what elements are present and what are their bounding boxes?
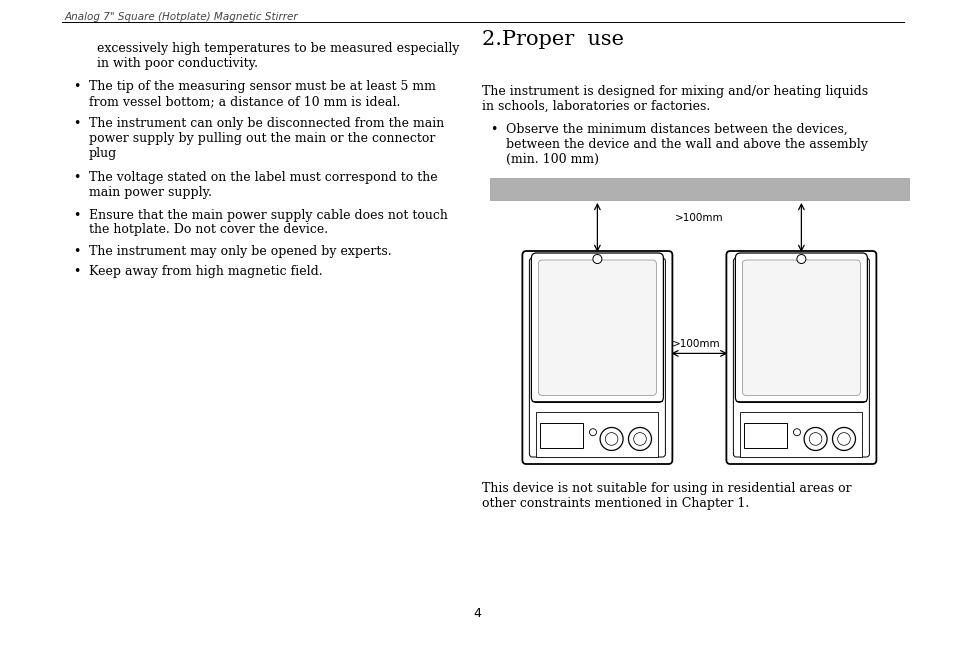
Text: The instrument may only be opened by experts.: The instrument may only be opened by exp… xyxy=(89,246,392,259)
Text: •: • xyxy=(73,265,80,278)
Text: The voltage stated on the label must correspond to the
main power supply.: The voltage stated on the label must cor… xyxy=(89,172,437,199)
FancyBboxPatch shape xyxy=(522,251,672,464)
Text: excessively high temperatures to be measured especially
in with poor conductivit: excessively high temperatures to be meas… xyxy=(97,42,459,70)
FancyBboxPatch shape xyxy=(537,260,656,395)
Text: The instrument is designed for mixing and/or heating liquids
in schools, laborat: The instrument is designed for mixing an… xyxy=(481,85,867,113)
Text: Observe the minimum distances between the devices,
between the device and the wa: Observe the minimum distances between th… xyxy=(505,123,866,166)
Text: •: • xyxy=(73,172,80,184)
Circle shape xyxy=(604,433,618,445)
Circle shape xyxy=(796,255,805,264)
Circle shape xyxy=(837,433,849,445)
Text: Ensure that the main power supply cable does not touch
the hotplate. Do not cove: Ensure that the main power supply cable … xyxy=(89,208,447,237)
Circle shape xyxy=(808,433,821,445)
Circle shape xyxy=(803,428,826,450)
Text: •: • xyxy=(73,246,80,259)
Text: Keep away from high magnetic field.: Keep away from high magnetic field. xyxy=(89,265,322,278)
Circle shape xyxy=(605,429,612,435)
Text: The instrument can only be disconnected from the main
power supply by pulling ou: The instrument can only be disconnected … xyxy=(89,117,444,160)
Circle shape xyxy=(809,429,816,435)
FancyBboxPatch shape xyxy=(733,258,868,457)
Text: •: • xyxy=(73,117,80,130)
Text: •: • xyxy=(489,123,497,136)
Bar xyxy=(743,423,786,448)
Circle shape xyxy=(628,428,651,450)
Bar xyxy=(536,412,658,457)
Text: •: • xyxy=(73,80,80,93)
Circle shape xyxy=(633,433,645,445)
Circle shape xyxy=(592,255,601,264)
Text: 4: 4 xyxy=(473,607,480,620)
Text: 2.Proper  use: 2.Proper use xyxy=(481,30,623,49)
Bar xyxy=(740,412,862,457)
FancyBboxPatch shape xyxy=(725,251,876,464)
Text: This device is not suitable for using in residential areas or
other constraints : This device is not suitable for using in… xyxy=(481,482,850,510)
FancyBboxPatch shape xyxy=(531,253,662,402)
Circle shape xyxy=(589,429,596,435)
Circle shape xyxy=(599,428,622,450)
FancyBboxPatch shape xyxy=(741,260,860,395)
Text: •: • xyxy=(73,208,80,221)
Text: >100mm: >100mm xyxy=(675,213,723,224)
Bar xyxy=(539,423,582,448)
Circle shape xyxy=(832,428,855,450)
Text: >100mm: >100mm xyxy=(671,339,720,350)
FancyBboxPatch shape xyxy=(529,258,664,457)
FancyBboxPatch shape xyxy=(735,253,866,402)
Text: Analog 7" Square (Hotplate) Magnetic Stirrer: Analog 7" Square (Hotplate) Magnetic Sti… xyxy=(65,12,298,22)
Circle shape xyxy=(793,429,800,435)
Bar xyxy=(489,178,908,200)
Text: The tip of the measuring sensor must be at least 5 mm
from vessel bottom; a dist: The tip of the measuring sensor must be … xyxy=(89,80,436,108)
